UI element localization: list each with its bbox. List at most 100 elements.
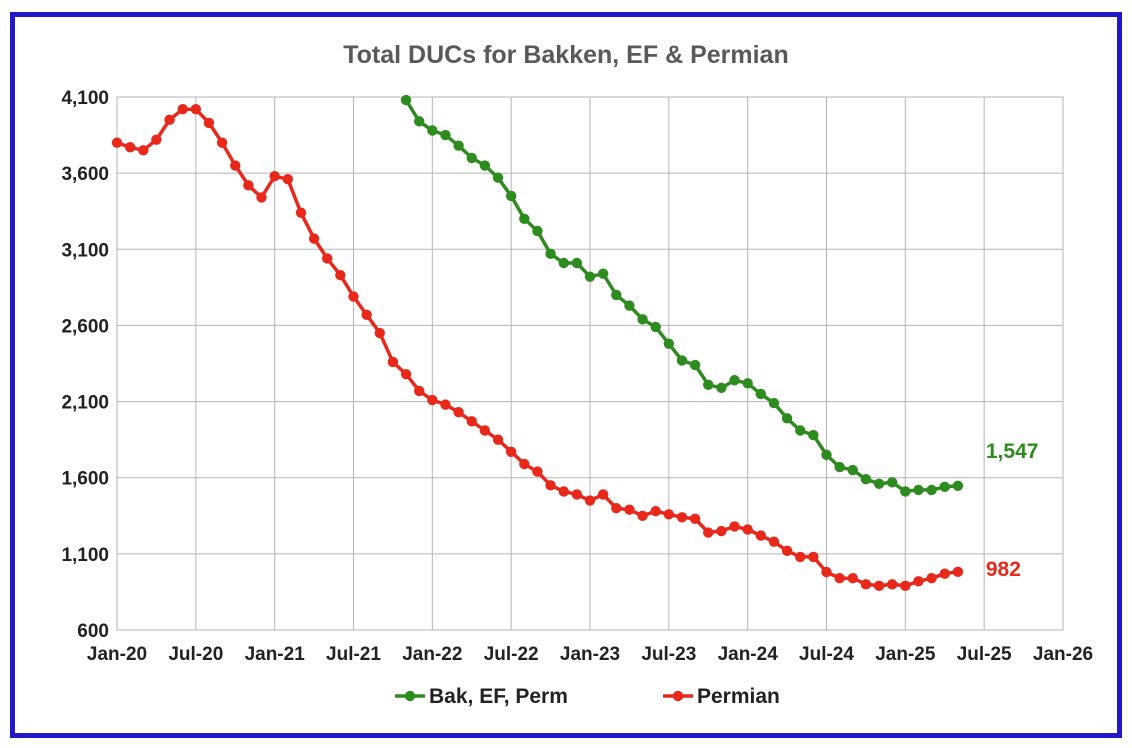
y-tick-label: 1,600 xyxy=(61,469,109,490)
data-point xyxy=(164,114,175,126)
data-point xyxy=(781,413,793,424)
data-point xyxy=(952,566,964,578)
y-tick-label: 3,600 xyxy=(61,164,109,185)
data-point xyxy=(952,480,964,491)
data-point xyxy=(492,434,504,445)
x-tick-label: Jul-23 xyxy=(641,644,696,665)
y-axis-tick-labels: 600 1,100 1,600 2,100 2,600 3,100 3,600 4,100 xyxy=(61,88,109,642)
data-point xyxy=(913,484,924,496)
chart-svg: Total DUCs for Bakken, EF & Permian 600 1… xyxy=(61,41,1093,708)
data-point xyxy=(453,140,464,151)
series-layer xyxy=(111,94,964,592)
data-point xyxy=(611,502,622,514)
data-point xyxy=(545,248,556,260)
data-point xyxy=(138,145,149,156)
data-point xyxy=(466,416,477,427)
y-tick-label: 4,100 xyxy=(61,88,109,109)
data-point xyxy=(322,253,333,264)
data-point xyxy=(111,137,123,148)
data-point xyxy=(269,170,280,182)
data-point xyxy=(900,486,911,497)
data-point xyxy=(558,486,569,497)
legend-item: Bak, EF, Perm xyxy=(395,685,568,708)
data-point xyxy=(282,174,294,185)
data-point xyxy=(834,573,845,584)
data-point xyxy=(466,152,477,164)
end-value-label: 1,547 xyxy=(986,440,1039,463)
data-point xyxy=(361,309,372,320)
data-point xyxy=(742,378,753,389)
data-point xyxy=(860,474,872,485)
x-tick-label: Jul-25 xyxy=(957,644,1012,665)
y-tick-label: 2,600 xyxy=(61,316,109,337)
data-point xyxy=(532,225,543,237)
data-point xyxy=(716,525,727,537)
data-point xyxy=(177,103,188,115)
data-point xyxy=(768,397,780,409)
data-point xyxy=(584,271,596,282)
data-point xyxy=(335,269,346,281)
data-point xyxy=(821,449,832,461)
data-point xyxy=(808,429,819,441)
data-point xyxy=(755,530,767,541)
data-point xyxy=(584,495,596,506)
legend-label: Permian xyxy=(697,685,780,708)
data-point xyxy=(190,103,202,115)
legend-swatch-marker xyxy=(672,690,684,702)
data-point xyxy=(505,190,517,202)
end-value-label: 982 xyxy=(986,558,1021,581)
data-point xyxy=(492,172,504,183)
series-0 xyxy=(400,94,964,497)
data-point xyxy=(637,314,648,325)
data-point xyxy=(413,116,425,127)
data-point xyxy=(729,521,740,532)
data-point xyxy=(939,568,950,579)
data-point xyxy=(873,580,885,592)
data-point xyxy=(308,233,320,244)
legend-label: Bak, EF, Perm xyxy=(429,685,568,708)
data-point xyxy=(847,464,858,476)
data-point xyxy=(571,489,583,500)
data-point xyxy=(427,125,438,136)
legend-item: Permian xyxy=(663,685,780,708)
x-tick-label: Jan-21 xyxy=(245,644,306,665)
y-tick-label: 2,100 xyxy=(61,393,109,414)
data-point xyxy=(742,524,753,535)
data-point xyxy=(900,580,911,592)
data-point xyxy=(926,484,937,496)
data-point xyxy=(400,368,412,380)
data-point xyxy=(886,579,898,590)
data-point xyxy=(755,388,767,400)
data-point xyxy=(847,573,858,584)
x-tick-label: Jul-21 xyxy=(326,644,381,665)
data-point xyxy=(479,160,491,171)
data-point xyxy=(808,551,819,563)
y-tick-label: 3,100 xyxy=(61,240,109,261)
data-point xyxy=(663,338,675,349)
data-point xyxy=(295,207,307,218)
x-tick-label: Jul-24 xyxy=(799,644,854,665)
data-point xyxy=(413,385,425,397)
data-point xyxy=(374,327,385,339)
data-point xyxy=(703,379,714,391)
legend: Bak, EF, Perm Permian xyxy=(395,685,780,708)
data-point xyxy=(519,458,530,470)
x-tick-label: Jan-20 xyxy=(87,644,147,665)
data-point xyxy=(427,394,438,406)
data-point xyxy=(795,425,806,436)
data-point xyxy=(519,213,530,225)
data-point xyxy=(913,576,924,587)
data-point xyxy=(650,321,661,333)
data-point xyxy=(256,192,267,203)
data-point xyxy=(821,566,832,578)
data-point xyxy=(400,94,412,106)
data-point xyxy=(939,481,950,493)
x-tick-label: Jul-20 xyxy=(168,644,223,665)
data-point xyxy=(663,509,675,520)
data-point xyxy=(860,579,872,590)
data-point xyxy=(532,466,543,477)
data-point xyxy=(768,536,780,547)
data-point xyxy=(716,382,727,394)
data-point xyxy=(348,291,359,302)
data-point xyxy=(886,477,898,488)
